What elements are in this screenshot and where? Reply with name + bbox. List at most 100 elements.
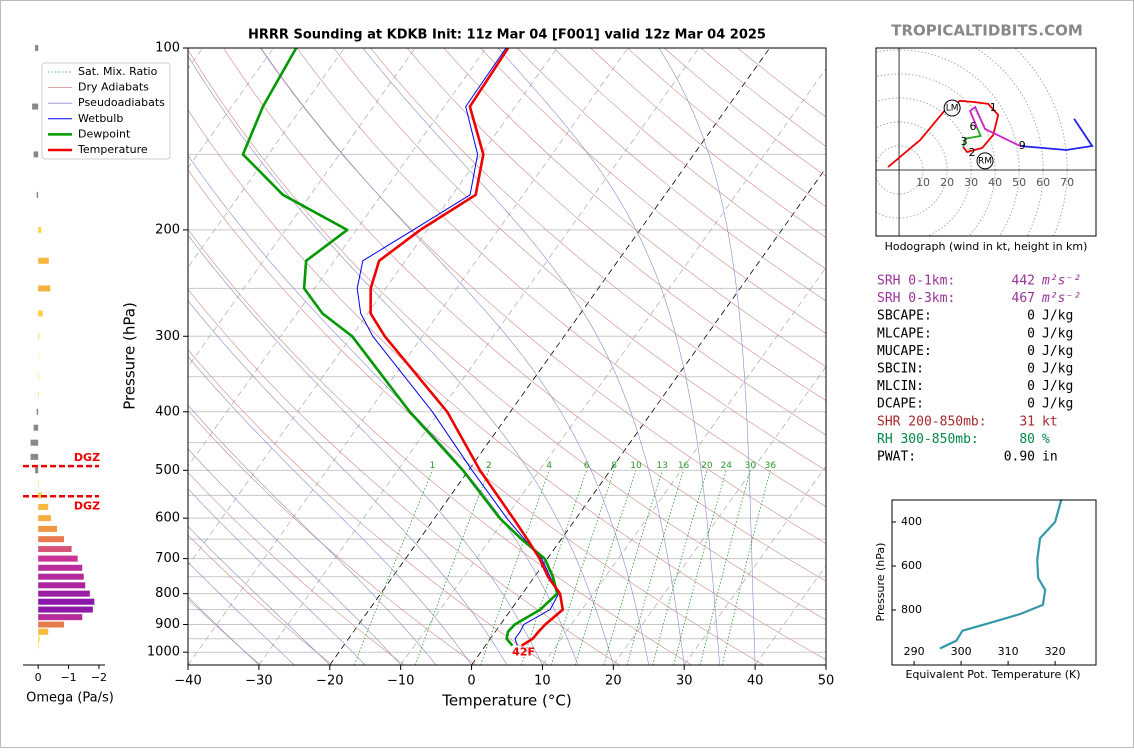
chart-title: HRRR Sounding at KDKB Init: 11z Mar 04 [… — [248, 28, 766, 43]
legend-label: Temperature — [77, 143, 148, 156]
param-value: 0 — [1027, 344, 1035, 359]
x-tick-label: −20 — [316, 674, 343, 689]
omega-bar — [38, 258, 49, 264]
x-tick-label: 20 — [605, 674, 622, 689]
param-label: SRH 0-1km: — [877, 274, 955, 289]
omega-bar — [38, 333, 39, 339]
hodo-height-label: 3 — [961, 135, 968, 148]
omega-bar — [37, 409, 39, 415]
y-tick-label: 400 — [901, 515, 922, 528]
y-tick-label: 400 — [155, 404, 180, 419]
param-label: MUCAPE: — [877, 344, 932, 359]
param-label: RH 300-850mb: — [877, 432, 979, 447]
omega-bar — [38, 536, 64, 542]
mixing-ratio-label: 13 — [657, 461, 668, 471]
param-label: SBCAPE: — [877, 309, 932, 324]
mixing-ratio-label: 6 — [584, 461, 590, 471]
omega-bar — [38, 636, 40, 642]
param-value: 0 — [1027, 379, 1035, 394]
hodo-caption: Hodograph (wind in kt, height in km) — [885, 240, 1088, 253]
omega-bar — [37, 192, 39, 198]
y-axis-title: Pressure (hPa) — [121, 302, 139, 410]
mixing-ratio-label: 16 — [678, 461, 690, 471]
mixing-ratio-label: 10 — [630, 461, 642, 471]
param-label: PWAT: — [877, 450, 916, 465]
param-value: 0 — [1027, 397, 1035, 412]
omega-bar — [38, 599, 94, 605]
x-tick-label: 290 — [904, 645, 925, 658]
legend-label: Dewpoint — [78, 127, 131, 140]
hodo-ring-label: 70 — [1060, 176, 1074, 189]
storm-motion-label: RM — [978, 156, 992, 166]
param-unit: J/kg — [1042, 326, 1073, 341]
y-tick-label: 200 — [155, 222, 180, 237]
x-tick-label: 310 — [998, 645, 1019, 658]
omega-bar — [38, 591, 90, 597]
hodo-ring-label: 30 — [964, 176, 978, 189]
omega-bar — [31, 454, 39, 460]
x-axis-title: Temperature (°C) — [441, 692, 571, 710]
param-unit: m²s⁻² — [1041, 291, 1081, 306]
y-axis-title: Pressure (hPa) — [874, 543, 887, 622]
omega-bar — [34, 151, 39, 157]
param-unit: % — [1042, 432, 1050, 447]
dgz-label: DGZ — [74, 451, 100, 464]
omega-bar — [38, 556, 77, 562]
x-tick-label: −30 — [245, 674, 272, 689]
storm-motion-label: LM — [946, 104, 959, 114]
hodo-ring-label: 20 — [940, 176, 954, 189]
hodo-ring-label: 50 — [1012, 176, 1026, 189]
hodo-ring-label: 60 — [1036, 176, 1050, 189]
param-value: 0 — [1027, 326, 1035, 341]
x-tick-label: 40 — [747, 674, 764, 689]
hodo-height-label: 6 — [970, 120, 977, 133]
param-value: 442 — [1012, 274, 1035, 289]
param-value: 0 — [1027, 362, 1035, 377]
omega-bar — [38, 629, 48, 635]
omega-bar — [38, 504, 48, 510]
param-label: MLCAPE: — [877, 326, 932, 341]
param-label: DCAPE: — [877, 397, 924, 412]
param-unit: m²s⁻² — [1041, 274, 1081, 289]
param-unit: J/kg — [1042, 309, 1073, 324]
x-tick-label: −10 — [387, 674, 414, 689]
x-tick-label: 0 — [35, 671, 42, 684]
y-tick-label: 1000 — [147, 645, 180, 660]
mixing-ratio-label: 2 — [486, 461, 492, 471]
y-tick-label: 800 — [901, 603, 922, 616]
y-tick-label: 500 — [155, 463, 180, 478]
x-tick-label: 50 — [818, 674, 835, 689]
dgz-label: DGZ — [74, 499, 100, 512]
omega-bar — [38, 310, 43, 316]
y-tick-label: 600 — [155, 511, 180, 526]
param-label: MLCIN: — [877, 379, 924, 394]
hodo-height-label: 9 — [1019, 139, 1026, 152]
legend-label: Wetbulb — [78, 112, 123, 125]
param-unit: J/kg — [1042, 379, 1073, 394]
omega-bar — [38, 392, 39, 398]
omega-bar — [38, 614, 82, 620]
omega-bar — [38, 526, 57, 532]
param-label: SRH 0-3km: — [877, 291, 955, 306]
mixing-ratio-label: 36 — [765, 461, 777, 471]
omega-bar — [38, 574, 84, 580]
mixing-ratio-label: 30 — [745, 461, 757, 471]
y-tick-label: 900 — [155, 617, 180, 632]
hodo-height-label: 2 — [969, 146, 976, 159]
omega-bar — [38, 374, 39, 380]
omega-bar — [38, 227, 41, 233]
omega-bar — [38, 480, 39, 486]
y-tick-label: 600 — [901, 559, 922, 572]
omega-bar — [38, 565, 82, 571]
surface-temp-label: 42F — [512, 646, 535, 659]
omega-bar — [38, 582, 85, 588]
hodo-height-label: 1 — [990, 101, 997, 114]
hodo-ring-label: 10 — [916, 176, 930, 189]
param-value: 467 — [1012, 291, 1035, 306]
y-tick-label: 800 — [155, 586, 180, 601]
omega-bar — [38, 643, 39, 649]
x-tick-label: −2 — [91, 671, 107, 684]
